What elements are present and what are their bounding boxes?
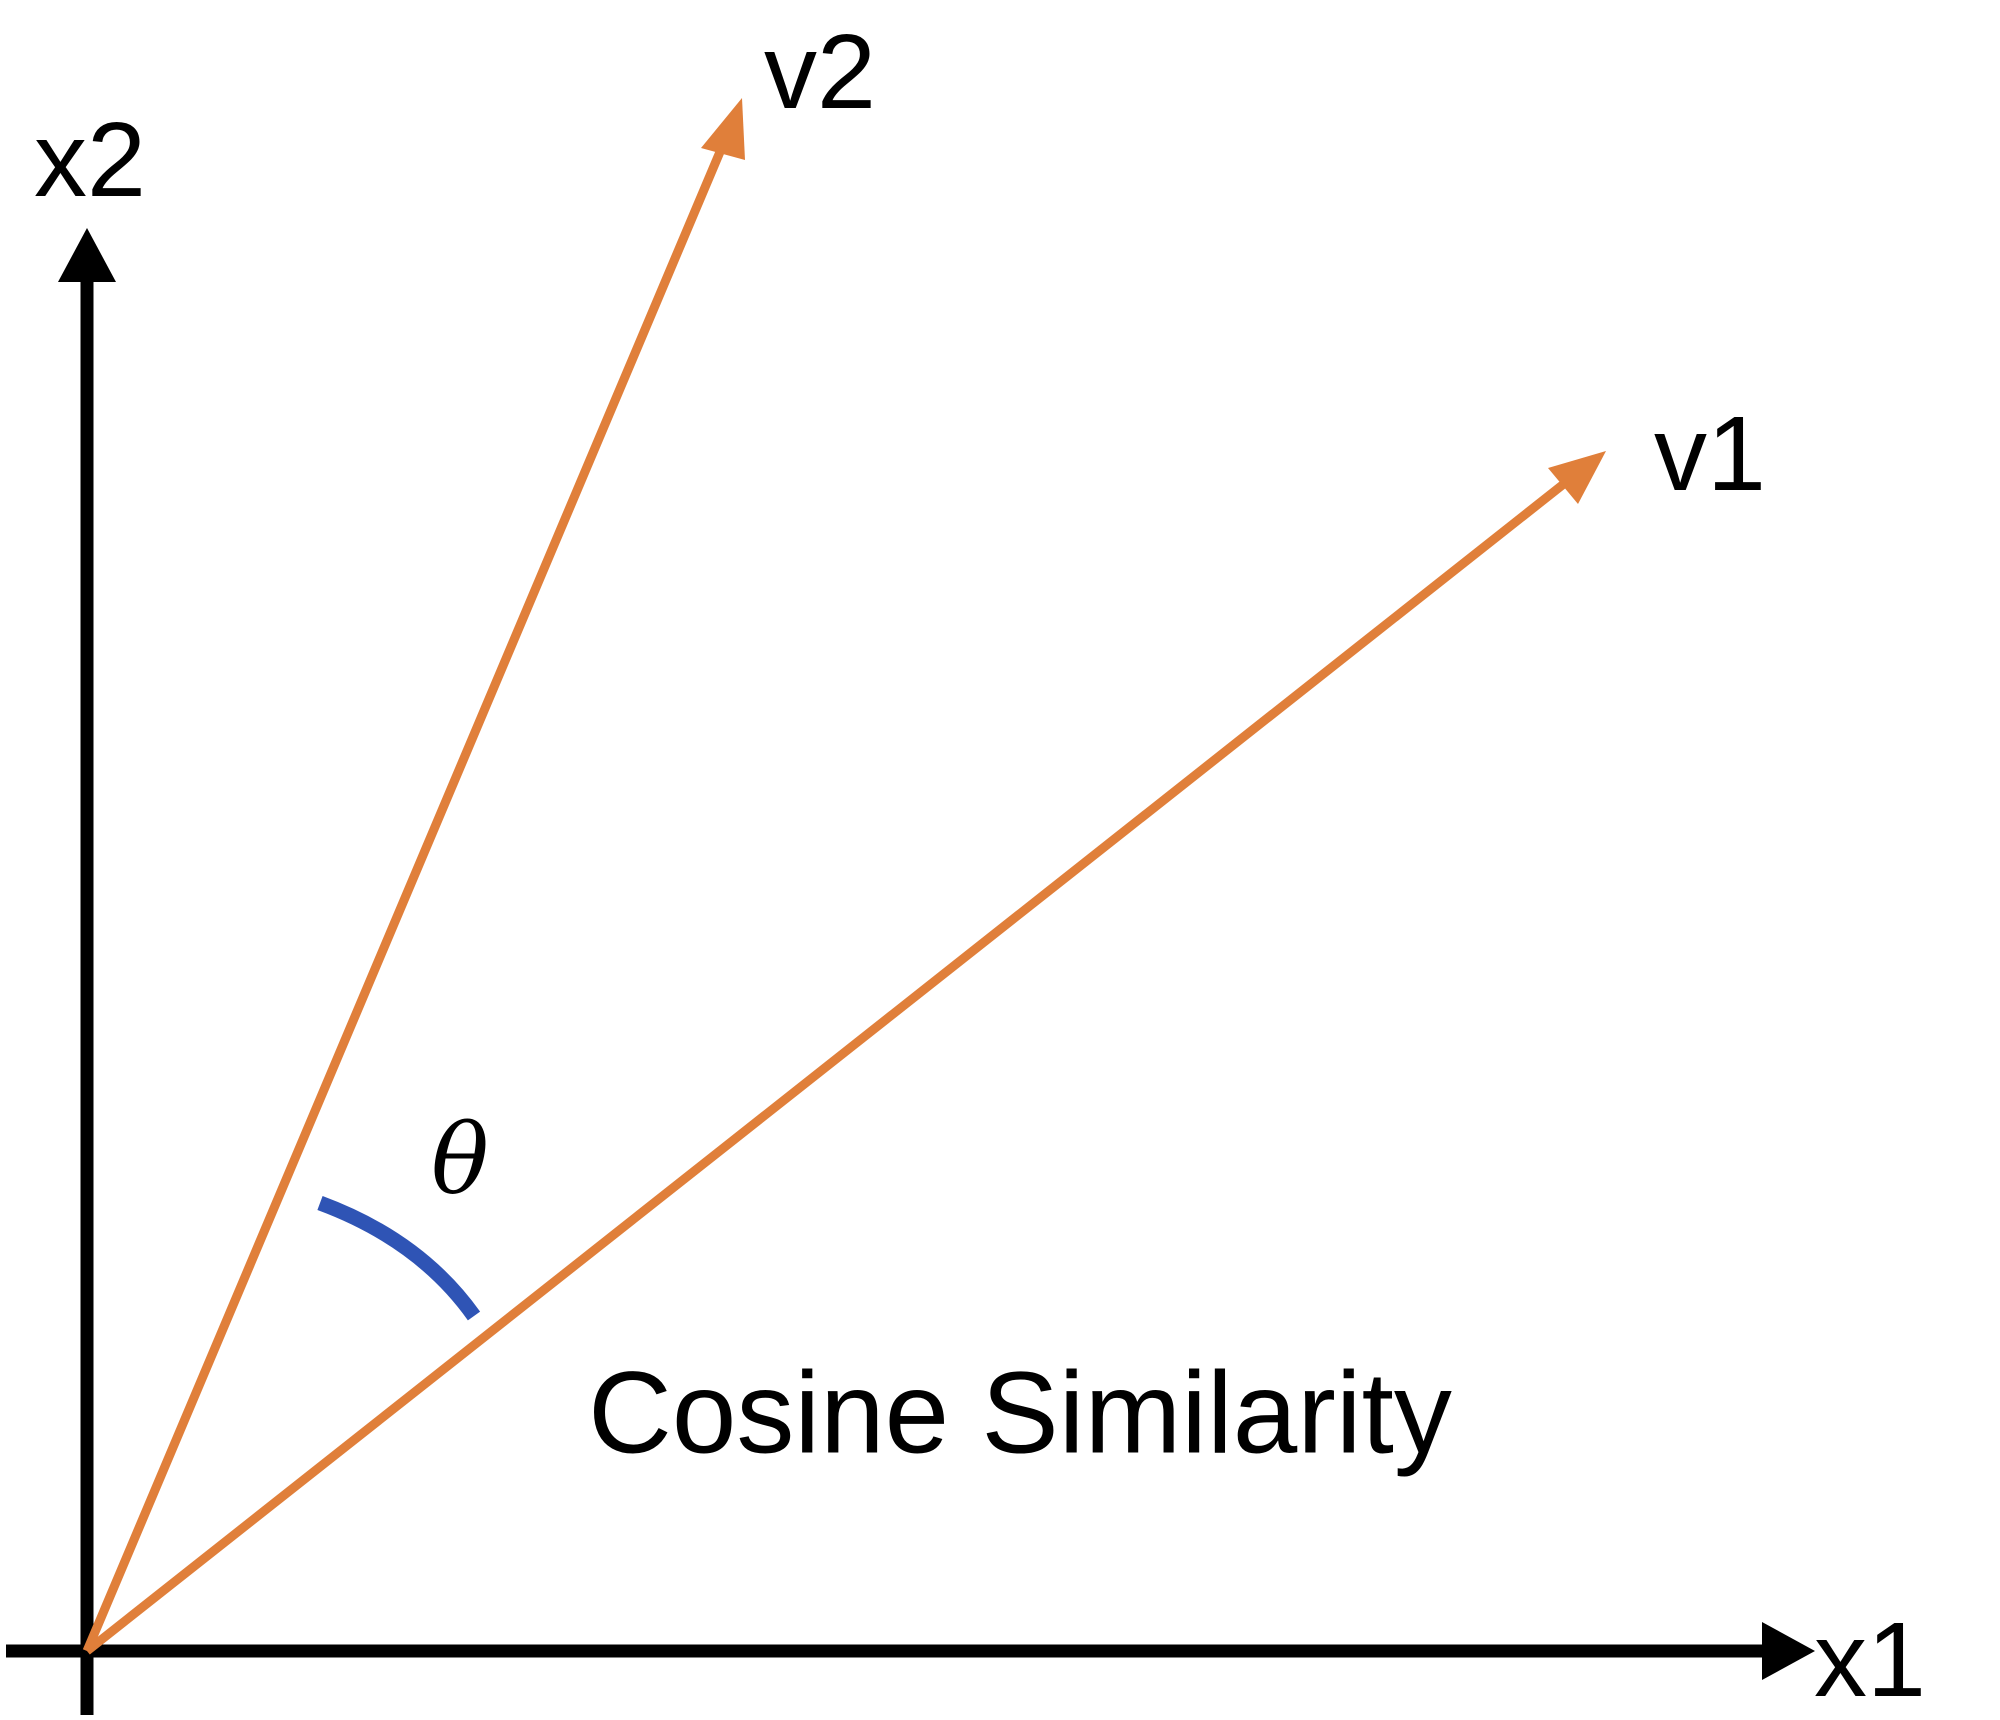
angle-arc [317, 1195, 481, 1321]
angle-label: θ [431, 1104, 489, 1216]
vector-v2-arrowhead [701, 98, 745, 160]
x-axis-arrowhead [1762, 1622, 1815, 1680]
caption: Cosine Similarity [588, 1348, 1452, 1478]
vector-label: v1 [1654, 395, 1766, 513]
x-axis-label: x1 [1814, 1601, 1926, 1719]
vector-v1 [84, 475, 1573, 1655]
y-axis-arrowhead [58, 228, 116, 282]
vector-label: v2 [764, 13, 876, 131]
y-axis-label: x2 [34, 101, 146, 219]
vector-v1-arrowhead [1548, 451, 1606, 504]
vector-v2 [82, 138, 730, 1653]
